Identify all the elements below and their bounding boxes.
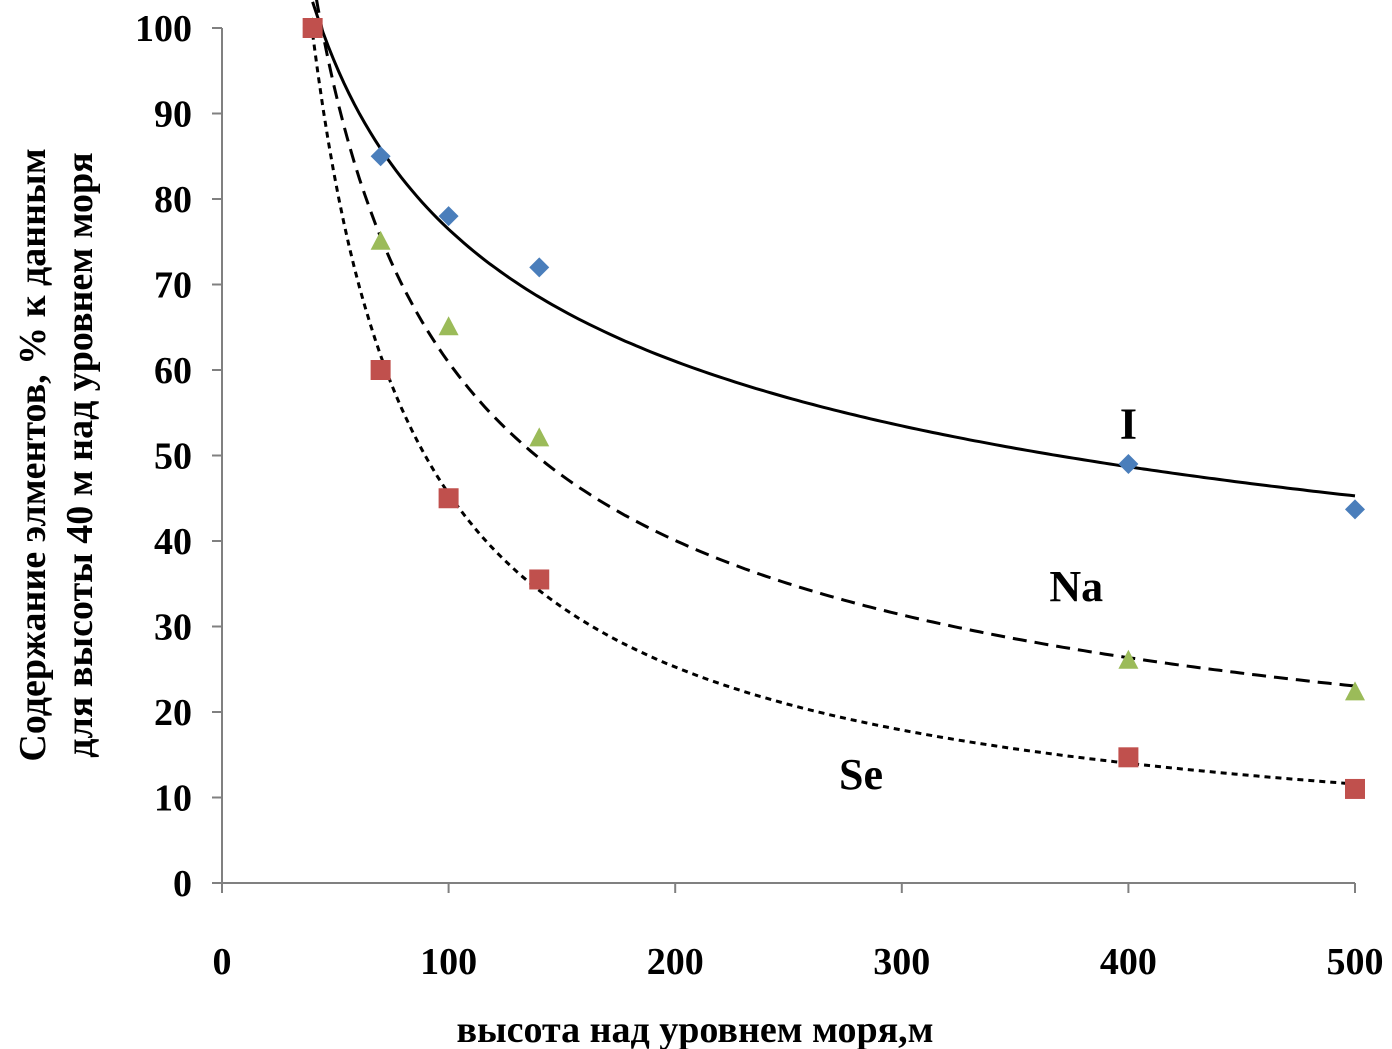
point-se [370, 360, 391, 380]
point-se [302, 18, 323, 38]
point-na [1345, 681, 1365, 701]
point-i [529, 257, 550, 278]
y-tick-label: 50 [154, 436, 192, 478]
x-tick-label: 0 [213, 941, 232, 983]
y-tick-label: 40 [154, 521, 192, 563]
y-axis-title-line-2: для высоты 40 м над уровнем моря [59, 152, 101, 757]
y-tick-label: 20 [154, 692, 192, 734]
trendlines [311, 0, 1356, 786]
x-tick-label: 100 [420, 941, 477, 983]
point-na [529, 427, 550, 447]
point-se [529, 569, 550, 590]
series-labels: I Na Se [839, 399, 1137, 799]
y-tick-label: 0 [173, 863, 192, 905]
axes: 0 10 20 30 40 50 60 70 80 90 100 0 100 200 300 400 500 [135, 8, 1384, 983]
point-i [438, 206, 459, 227]
y-tick-label: 30 [154, 607, 192, 649]
point-na [438, 316, 459, 336]
x-tick-label: 200 [647, 941, 704, 983]
point-i [1345, 499, 1365, 520]
point-se [438, 488, 459, 509]
y-tick-label: 100 [135, 8, 192, 50]
point-na [1118, 649, 1139, 669]
y-tick-label: 90 [154, 94, 192, 136]
y-tick-label: 80 [154, 179, 192, 221]
series-label-na: Na [1049, 562, 1103, 611]
trendline-na [315, 0, 1356, 688]
y-tick-label: 60 [154, 350, 192, 392]
y-axis-title-line-1: Содержание элментов, % к данным [12, 148, 54, 761]
point-se [1118, 747, 1139, 768]
point-na [370, 230, 391, 250]
x-axis-title: высота над уровнем моря,м [456, 1009, 933, 1049]
point-i [1118, 454, 1139, 475]
x-tick-label: 400 [1100, 941, 1157, 983]
data-points [302, 17, 1365, 799]
x-tick-label: 300 [873, 941, 930, 983]
y-axis-title: Содержание элментов, % к данным для высо… [12, 148, 101, 761]
point-i [370, 146, 391, 167]
series-label-se: Se [839, 750, 883, 799]
series-label-i: I [1120, 399, 1137, 448]
trendline-se [311, 33, 1356, 786]
trendline-i [311, 1, 1356, 498]
x-tick-label: 500 [1327, 941, 1384, 983]
point-se [1345, 778, 1365, 799]
y-tick-label: 70 [154, 265, 192, 307]
y-tick-label: 10 [154, 778, 192, 820]
